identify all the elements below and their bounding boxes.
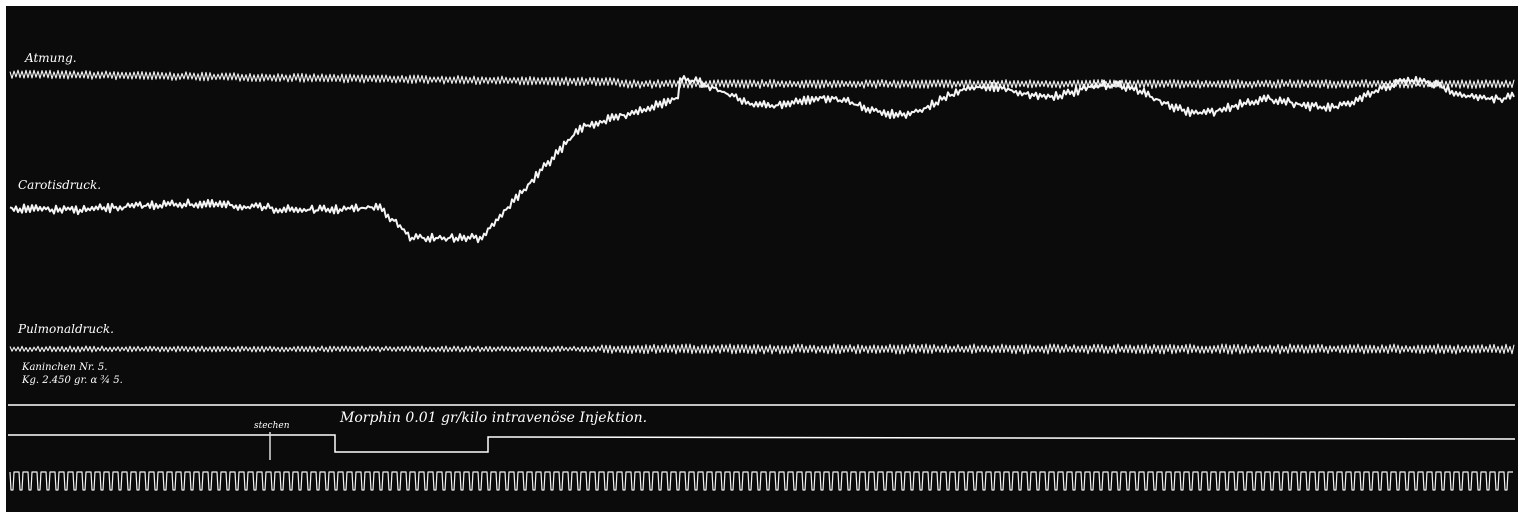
traces (9, 69, 1515, 491)
recording-paper (6, 6, 1518, 512)
pulmonary-label: Pulmonaldruck. (17, 322, 114, 336)
pulmonary-trace (9, 343, 1515, 355)
respiration-trace (9, 69, 1515, 89)
carotid-label: Carotisdruck. (18, 178, 101, 192)
injection-label: Morphin 0.01 gr/kilo intravenöse Injekti… (339, 410, 647, 426)
time-marks (9, 471, 1513, 491)
animal-label: Kaninchen Nr. 5. (21, 362, 107, 373)
carotid-trace (9, 75, 1515, 244)
marker-label: stechen (254, 421, 290, 431)
weight-label: Kg. 2.450 gr. α ¾ 5. (21, 375, 123, 386)
injection-signal (8, 434, 1516, 453)
respiration-label: Atmung. (24, 51, 77, 65)
